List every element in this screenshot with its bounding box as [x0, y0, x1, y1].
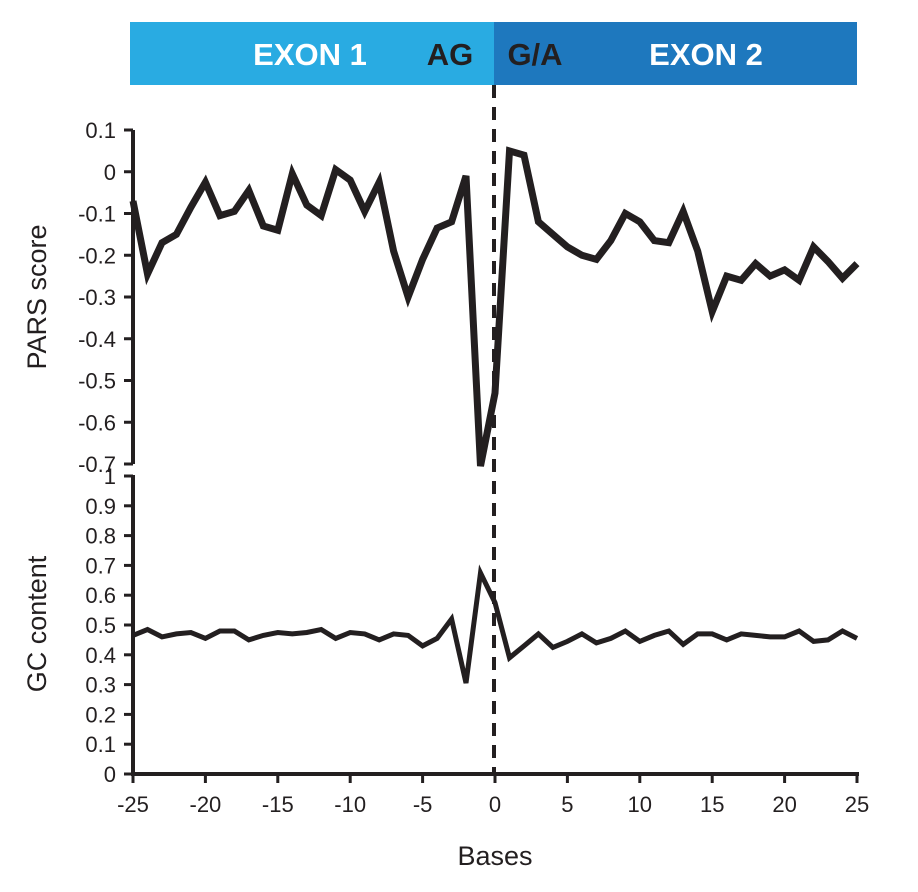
- exon1-label: EXON 1: [253, 37, 367, 72]
- acceptor-site-label: AG: [427, 37, 474, 72]
- x-tick-label: 25: [845, 792, 869, 817]
- gc-y-tick-label: 0.8: [85, 524, 116, 549]
- x-tick-label: -10: [334, 792, 366, 817]
- exon1-band: [130, 22, 494, 85]
- pars-y-tick-label: -0.2: [78, 243, 116, 268]
- gc-x-ticks: -25 -20 -15 -10 -5 0 5 10 15 20 25: [117, 774, 869, 817]
- x-axis-title: Bases: [457, 841, 532, 871]
- pars-y-tick-label: -0.4: [78, 327, 116, 352]
- pars-y-tick-label: -0.5: [78, 369, 116, 394]
- pars-y-tick-label: -0.1: [78, 202, 116, 227]
- pars-y-axis-title: PARS score: [22, 224, 52, 369]
- gc-y-tick-label: 0.5: [85, 613, 116, 638]
- exon-banner: EXON 1 AG G/A EXON 2: [130, 22, 857, 85]
- gc-y-tick-label: 0.6: [85, 583, 116, 608]
- x-tick-label: 0: [489, 792, 501, 817]
- gc-y-tick-label: 0.4: [85, 643, 116, 668]
- donor-site-label: G/A: [507, 37, 562, 72]
- x-tick-label: 15: [700, 792, 724, 817]
- x-tick-label: -15: [262, 792, 294, 817]
- x-tick-label: -25: [117, 792, 149, 817]
- gc-series-line: [132, 564, 859, 684]
- pars-series-line: [129, 146, 860, 467]
- pars-y-tick-label: 0: [104, 160, 116, 185]
- gc-y-tick-label: 0.1: [85, 732, 116, 757]
- pars-y-tick-label: 0.1: [85, 118, 116, 143]
- gc-y-tick-label: 0.3: [85, 673, 116, 698]
- exon2-band: [494, 22, 857, 85]
- x-tick-label: -20: [190, 792, 222, 817]
- gc-y-tick-label: 0.9: [85, 494, 116, 519]
- x-tick-label: 20: [772, 792, 796, 817]
- x-tick-label: 5: [561, 792, 573, 817]
- exon2-label: EXON 2: [649, 37, 763, 72]
- pars-y-tick-label: -0.3: [78, 285, 116, 310]
- gc-panel: 10.90.80.70.60.50.40.30.20.10 -25 -20 -15-…: [22, 464, 869, 871]
- gc-y-tick-label: 0.7: [85, 553, 116, 578]
- gc-y-tick-label: 1: [104, 464, 116, 489]
- x-tick-label: -5: [413, 792, 433, 817]
- gc-y-axis-title: GC content: [22, 555, 52, 692]
- pars-panel: 0.1 0 -0.1 -0.2 -0.3 -0.4 -0.5 -0.6 -0.7 PARS sc…: [22, 118, 860, 477]
- gc-y-tick-label: 0.2: [85, 702, 116, 727]
- x-tick-label: 10: [628, 792, 652, 817]
- pars-y-tick-label: -0.7: [78, 452, 116, 477]
- pars-y-ticks: 0.1 0 -0.1 -0.2 -0.3 -0.4 -0.5 -0.6 -0.7: [78, 118, 133, 477]
- gc-y-ticks: 1 0.9 0.8 0.7 0.6 0.5 0.4 0.3 0.2 0.1 0: [85, 464, 133, 787]
- pars-y-tick-label: -0.6: [78, 410, 116, 435]
- gc-y-tick-label: 0: [104, 762, 116, 787]
